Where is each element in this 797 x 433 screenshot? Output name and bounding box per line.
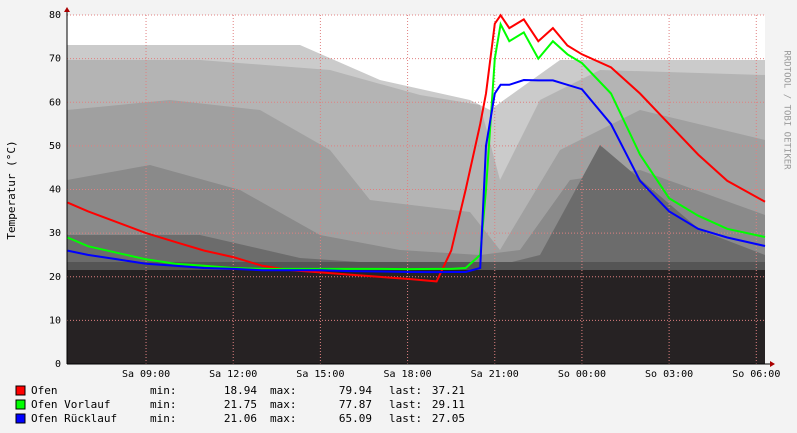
watermark: RRDTOOL / TOBI OETIKER bbox=[782, 50, 792, 170]
x-tick-label: So 06:00 bbox=[732, 369, 780, 380]
series-line bbox=[67, 78, 766, 274]
y-tick-label: 30 bbox=[49, 228, 61, 239]
shading bbox=[67, 45, 765, 364]
legend-swatch bbox=[15, 385, 26, 396]
stat-label: last: bbox=[389, 412, 422, 425]
x-tick-label: Sa 15:00 bbox=[296, 369, 344, 380]
x-tick-label: So 03:00 bbox=[645, 369, 693, 380]
y-tick-label: 20 bbox=[49, 272, 61, 283]
band bbox=[67, 270, 765, 364]
x-tick-label: Sa 21:00 bbox=[471, 369, 519, 380]
x-tick-label: Sa 18:00 bbox=[383, 369, 431, 380]
legend-swatch bbox=[15, 399, 26, 410]
stat-value: 65.09 bbox=[339, 412, 372, 425]
y-axis-label: Temperatur (°C) bbox=[5, 140, 18, 239]
series-line bbox=[67, 21, 766, 271]
stat-label: max: bbox=[270, 398, 297, 411]
stat-value: 37.21 bbox=[432, 384, 465, 397]
stat-value: 77.87 bbox=[339, 398, 372, 411]
stat-value: 27.05 bbox=[432, 412, 465, 425]
stat-value: 21.06 bbox=[224, 412, 257, 425]
legend-label: Ofen Rücklauf bbox=[31, 412, 117, 425]
y-tick-label: 70 bbox=[49, 54, 61, 65]
x-tick-label: Sa 09:00 bbox=[122, 369, 170, 380]
x-tick-label: Sa 12:00 bbox=[209, 369, 257, 380]
axis-arrow bbox=[770, 361, 775, 367]
y-tick-label: 10 bbox=[49, 315, 61, 326]
stat-value: 29.11 bbox=[432, 398, 465, 411]
y-tick-label: 80 bbox=[49, 10, 61, 21]
y-tick-label: 40 bbox=[49, 185, 61, 196]
stat-label: min: bbox=[150, 384, 177, 397]
stat-label: max: bbox=[270, 412, 297, 425]
x-tick-label: So 00:00 bbox=[558, 369, 606, 380]
stat-label: last: bbox=[389, 398, 422, 411]
axis-arrow bbox=[64, 7, 70, 12]
stat-label: last: bbox=[389, 384, 422, 397]
stat-value: 18.94 bbox=[224, 384, 257, 397]
legend-label: Ofen bbox=[31, 384, 58, 397]
stat-label: max: bbox=[270, 384, 297, 397]
series-line bbox=[67, 13, 766, 283]
legend-swatch bbox=[15, 413, 26, 424]
y-tick-label: 0 bbox=[55, 359, 61, 370]
legend-label: Ofen Vorlauf bbox=[31, 398, 110, 411]
y-tick-label: 50 bbox=[49, 141, 61, 152]
y-tick-label: 60 bbox=[49, 97, 61, 108]
stat-label: min: bbox=[150, 398, 177, 411]
stat-label: min: bbox=[150, 412, 177, 425]
stat-value: 79.94 bbox=[339, 384, 372, 397]
stat-value: 21.75 bbox=[224, 398, 257, 411]
